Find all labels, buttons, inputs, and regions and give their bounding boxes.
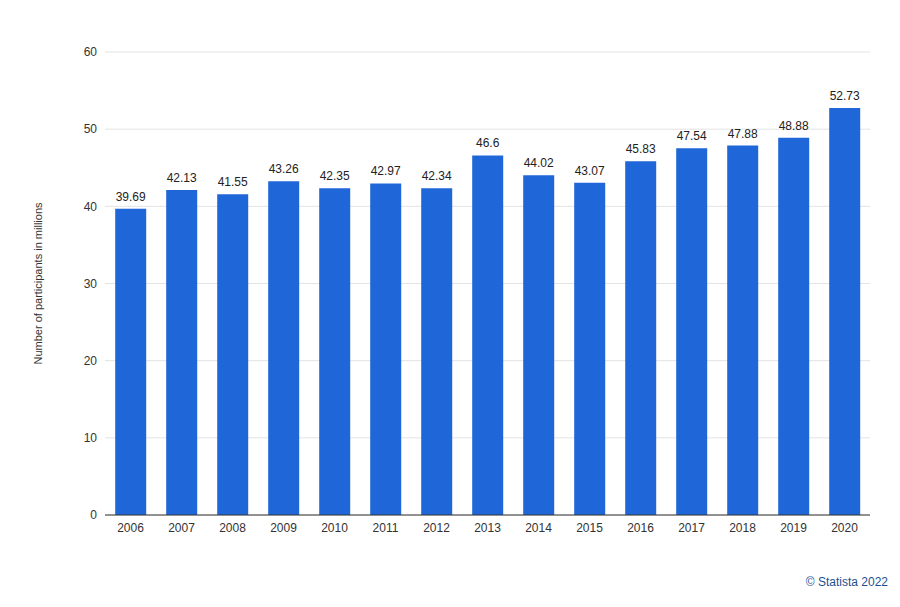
svg-text:2009: 2009: [270, 521, 297, 535]
svg-text:2020: 2020: [831, 521, 858, 535]
svg-text:48.88: 48.88: [779, 119, 809, 133]
svg-text:2007: 2007: [168, 521, 195, 535]
svg-text:2010: 2010: [321, 521, 348, 535]
html-text:© Statista 2022: © Statista 2022: [805, 575, 888, 589]
svg-text:52.73: 52.73: [830, 89, 860, 103]
svg-text:41.55: 41.55: [218, 175, 248, 189]
svg-text:2018: 2018: [729, 521, 756, 535]
svg-text:40: 40: [84, 200, 98, 214]
svg-text:2012: 2012: [423, 521, 450, 535]
svg-text:47.54: 47.54: [677, 129, 707, 143]
svg-text:2015: 2015: [576, 521, 603, 535]
svg-text:44.02: 44.02: [524, 156, 554, 170]
svg-text:2006: 2006: [117, 521, 144, 535]
svg-text:42.34: 42.34: [422, 169, 452, 183]
svg-text:47.88: 47.88: [728, 127, 758, 141]
svg-text:0: 0: [90, 508, 97, 522]
svg-text:50: 50: [84, 122, 98, 136]
svg-text:2008: 2008: [219, 521, 246, 535]
svg-text:20: 20: [84, 354, 98, 368]
svg-text:39.69: 39.69: [116, 190, 146, 204]
svg-text:Number of participants in mill: Number of participants in millions: [32, 202, 44, 365]
svg-text:42.97: 42.97: [371, 164, 401, 178]
svg-text:43.07: 43.07: [575, 164, 605, 178]
svg-text:2017: 2017: [678, 521, 705, 535]
svg-text:43.26: 43.26: [269, 162, 299, 176]
svg-text:2016: 2016: [627, 521, 654, 535]
svg-text:2019: 2019: [780, 521, 807, 535]
svg-text:42.35: 42.35: [320, 169, 350, 183]
svg-text:10: 10: [84, 431, 98, 445]
svg-text:46.6: 46.6: [476, 136, 500, 150]
svg-text:60: 60: [84, 45, 98, 59]
svg-text:2014: 2014: [525, 521, 552, 535]
svg-text:30: 30: [84, 277, 98, 291]
svg-text:45.83: 45.83: [626, 142, 656, 156]
svg-text:2013: 2013: [474, 521, 501, 535]
svg-text:42.13: 42.13: [167, 171, 197, 185]
svg-text:2011: 2011: [373, 521, 399, 535]
